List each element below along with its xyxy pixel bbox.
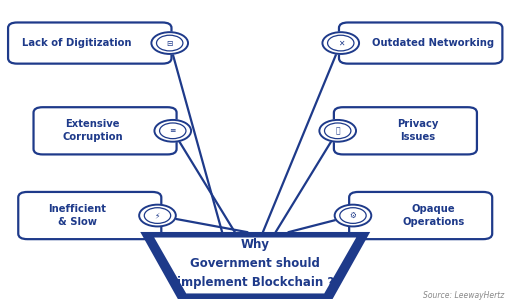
Circle shape [335, 205, 371, 226]
FancyBboxPatch shape [8, 22, 172, 64]
Text: ✕: ✕ [337, 39, 344, 47]
FancyBboxPatch shape [334, 107, 477, 154]
Circle shape [139, 205, 176, 226]
Text: Privacy
Issues: Privacy Issues [397, 119, 439, 142]
Circle shape [319, 120, 356, 142]
Polygon shape [143, 234, 367, 297]
Text: ⚙: ⚙ [350, 211, 356, 220]
FancyBboxPatch shape [18, 192, 161, 239]
Text: ≡: ≡ [169, 126, 176, 135]
Text: Opaque
Operations: Opaque Operations [402, 204, 464, 227]
Circle shape [323, 32, 359, 54]
FancyBboxPatch shape [33, 107, 177, 154]
Text: Outdated Networking: Outdated Networking [372, 38, 495, 48]
Text: Inefficient
& Slow: Inefficient & Slow [48, 204, 106, 227]
FancyBboxPatch shape [339, 22, 502, 64]
Text: 👤: 👤 [335, 126, 340, 135]
Text: Why
Government should
implement Blockchain ?: Why Government should implement Blockcha… [177, 238, 334, 289]
Text: Extensive
Corruption: Extensive Corruption [62, 119, 123, 142]
Text: ⚡: ⚡ [155, 211, 160, 220]
Text: ⊟: ⊟ [166, 39, 173, 47]
FancyBboxPatch shape [349, 192, 492, 239]
Text: Lack of Digitization: Lack of Digitization [23, 38, 132, 48]
Circle shape [155, 120, 191, 142]
Polygon shape [154, 237, 356, 293]
Text: Source: LeewayHertz: Source: LeewayHertz [423, 291, 505, 300]
Circle shape [152, 32, 188, 54]
